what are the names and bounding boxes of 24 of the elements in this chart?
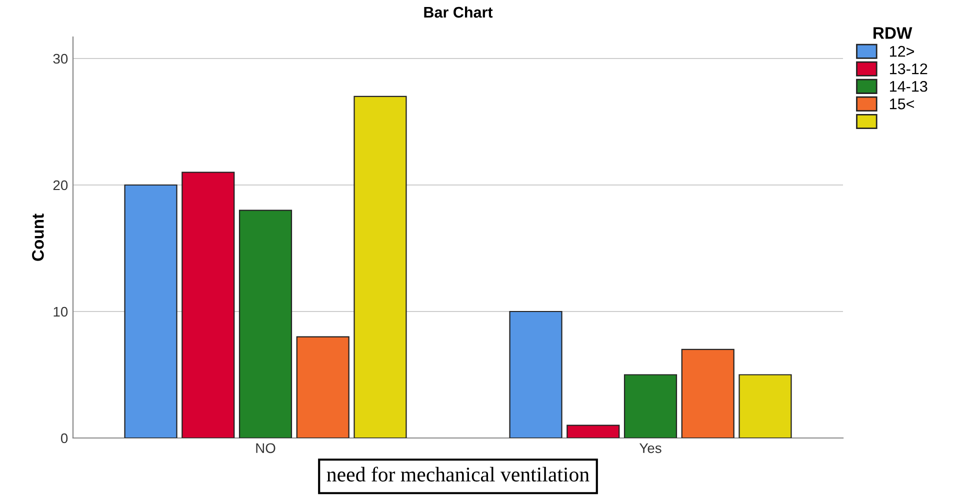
y-tick-label: 20 [53, 180, 68, 190]
x-tick-label: Yes [639, 443, 662, 454]
legend-label: 14-13 [890, 80, 928, 92]
bar [354, 96, 407, 438]
bar [238, 210, 292, 438]
bar [738, 374, 792, 438]
x-axis-title: need for mechanical ventilation [326, 466, 590, 482]
legend-label: 15< [890, 98, 914, 110]
bar [566, 424, 620, 438]
bar [624, 374, 678, 438]
bar [509, 310, 562, 438]
legend-title: RDW [874, 27, 912, 39]
bar [681, 348, 734, 438]
chart-title: Bar Chart [424, 6, 493, 18]
y-axis-title: Count [32, 214, 44, 261]
y-tick-label: 30 [53, 54, 68, 64]
legend-label: 12> [890, 46, 914, 57]
y-tick-label: 0 [60, 433, 68, 444]
legend-label: 13-12 [890, 63, 928, 74]
bar [296, 336, 350, 438]
x-tick-label: NO [256, 443, 276, 454]
bar [182, 172, 235, 438]
y-tick-label: 10 [54, 306, 68, 317]
bar [124, 184, 178, 438]
